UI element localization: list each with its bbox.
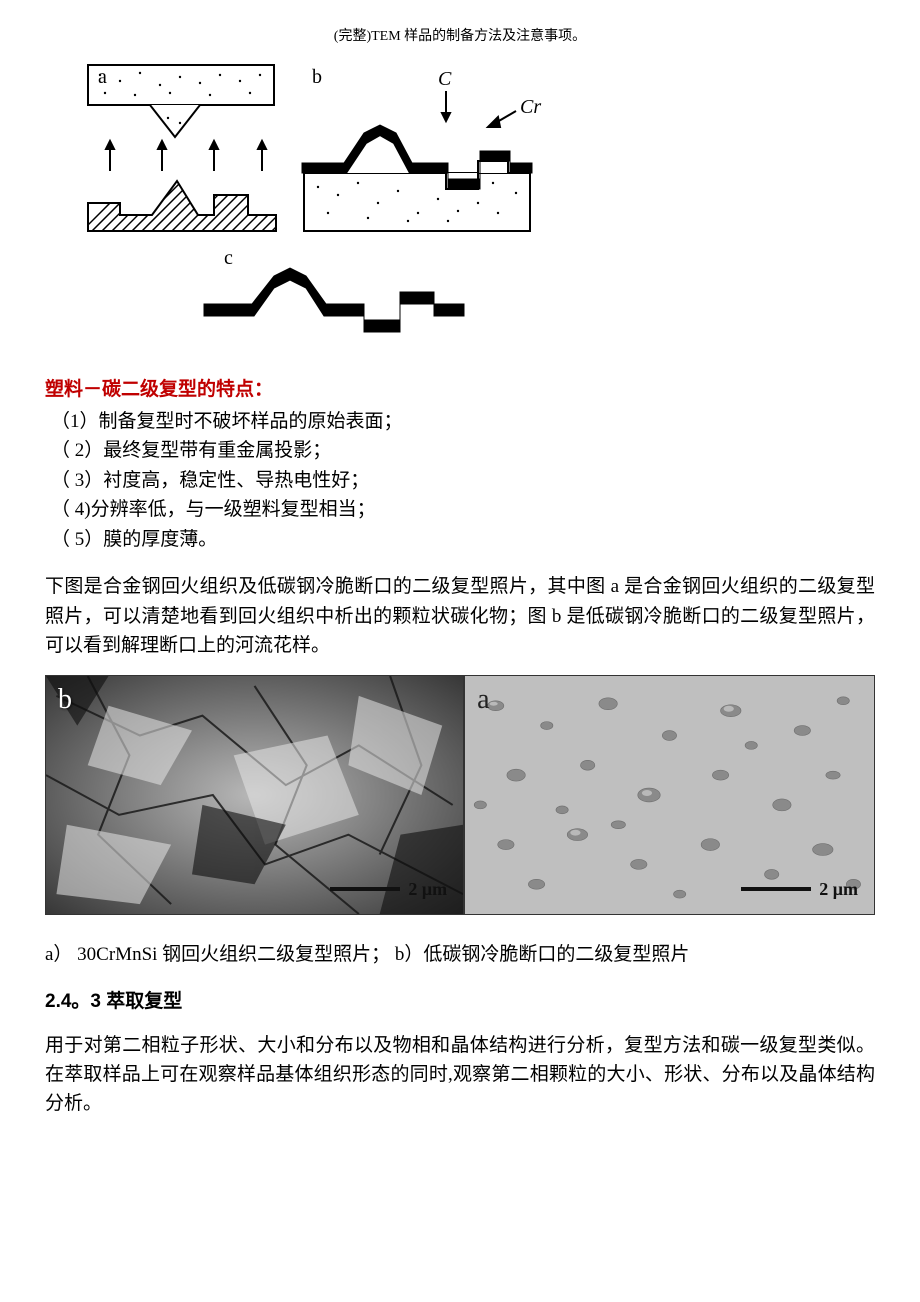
panel-b-C-label: C (438, 68, 452, 90)
scalebar-line-icon (741, 887, 811, 891)
feature-item-1: （1）制备复型时不破坏样品的原始表面； (51, 407, 875, 436)
section-2-4-3-heading: 2.4。3 萃取复型 (45, 986, 875, 1013)
photo-a-scale-text: 2 μm (819, 879, 858, 900)
panel-a-label: a (98, 66, 107, 88)
tem-photo-b: b 2 μm (45, 675, 464, 915)
photo-b-letter: b (58, 684, 72, 716)
feature-item-5: （ 5）膜的厚度薄。 (51, 525, 875, 554)
diagram-panel-a: a (80, 63, 280, 238)
scalebar-line-icon (330, 887, 400, 891)
feature-item-3: （ 3）衬度高，稳定性、导热电性好； (51, 466, 875, 495)
photo-b-scalebar: 2 μm (330, 879, 447, 900)
panel-b-Cr-label: Cr (520, 96, 541, 118)
paragraph-extraction-replica: 用于对第二相粒子形状、大小和分布以及物相和晶体结构进行分析，复型方法和碳一级复型… (45, 1031, 875, 1119)
feature-item-2: （ 2）最终复型带有重金属投影； (51, 436, 875, 465)
photo-a-scalebar: 2 μm (741, 879, 858, 900)
features-heading: 塑料－碳二级复型的特点： (45, 374, 875, 401)
tem-photo-row: b 2 μm (45, 675, 875, 915)
paragraph-photo-intro: 下图是合金钢回火组织及低碳钢冷脆断口的二级复型照片，其中图 a 是合金钢回火组织… (45, 572, 875, 660)
photo-caption: a） 30CrMnSi 钢回火组织二级复型照片； b）低碳钢冷脆断口的二级复型照… (45, 939, 875, 966)
page-header: (完整)TEM 样品的制备方法及注意事项。 (45, 25, 875, 45)
diagram-panel-b: b C Cr (298, 63, 553, 238)
panel-b-label: b (312, 66, 322, 88)
panel-c-label: c (224, 247, 233, 269)
diagram-panel-c: c (200, 246, 480, 341)
feature-item-4: （ 4)分辨率低，与一级塑料复型相当； (51, 495, 875, 524)
replica-schematic-diagram: a (45, 63, 875, 346)
photo-a-letter: a (477, 684, 489, 716)
photo-b-scale-text: 2 μm (408, 879, 447, 900)
tem-photo-a: a 2 μm (464, 675, 875, 915)
